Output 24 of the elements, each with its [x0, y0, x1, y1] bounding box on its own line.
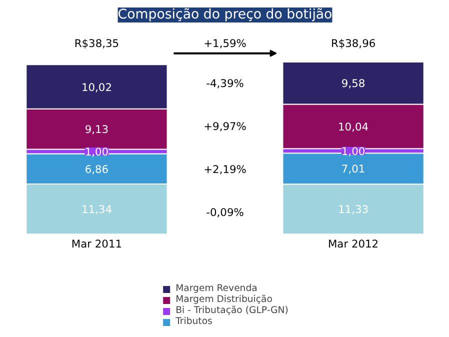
- data-label: 11,34: [81, 203, 112, 216]
- legend-label: Margem Revenda: [176, 283, 258, 294]
- x-tick-label: Mar 2012: [328, 238, 379, 251]
- x-tick-label: Mar 2011: [71, 238, 122, 251]
- total-label: R$38,35: [74, 36, 120, 50]
- data-label: 10,02: [81, 80, 112, 94]
- data-label: 11,33: [338, 203, 369, 216]
- chart-title: Composição do preço do botijão: [118, 8, 332, 22]
- data-label: 9,58: [341, 77, 366, 90]
- data-label: 9,13: [84, 123, 109, 136]
- data-label: 10,04: [338, 120, 369, 134]
- data-label: 7,01: [341, 162, 366, 176]
- data-label: 6,86: [84, 162, 109, 176]
- annotation: -0,09%: [206, 206, 244, 220]
- legend-label: Margem Distribuição: [176, 294, 272, 305]
- annotation: -4,39%: [206, 76, 244, 90]
- data-label: 1,00: [84, 146, 109, 159]
- total-label: R$38,96: [330, 36, 376, 50]
- data-label: 1,00: [341, 144, 366, 158]
- legend-label: Bi - Tributação (GLP-GN): [176, 305, 288, 316]
- annotation: +9,97%: [204, 120, 246, 134]
- text: +1,59%: [204, 36, 246, 50]
- legend-label: Tributos: [176, 316, 212, 327]
- annotation: +2,19%: [204, 163, 246, 176]
